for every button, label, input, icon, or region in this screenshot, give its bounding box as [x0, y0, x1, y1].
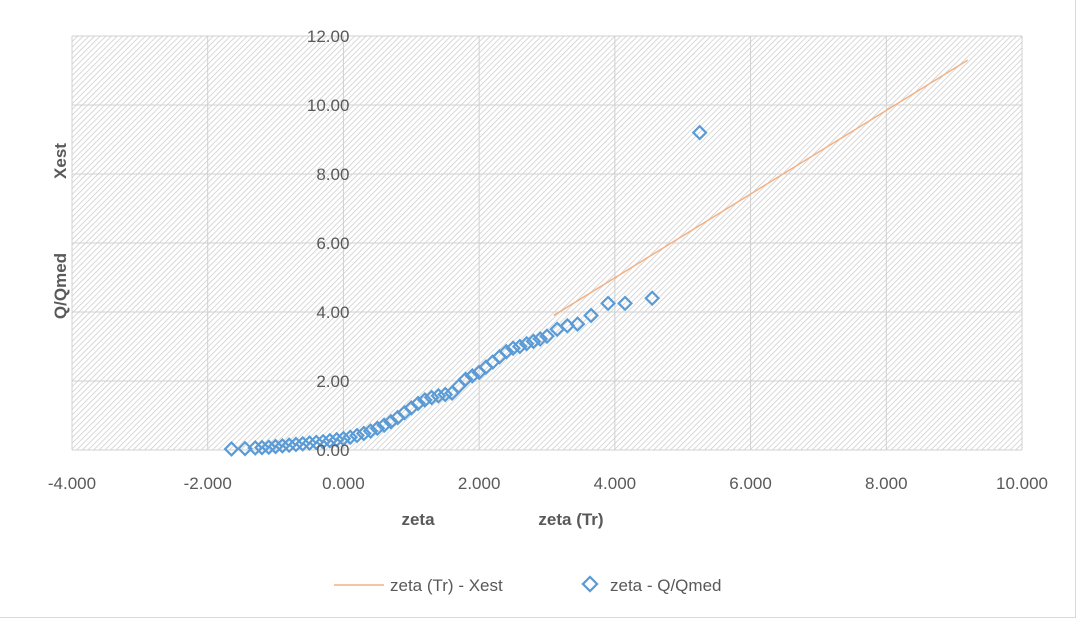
- y-axis-title-qqmed: Q/Qmed: [51, 253, 70, 319]
- x-tick-label: 6.000: [729, 474, 772, 493]
- y-tick-label: 10.00: [307, 96, 350, 115]
- data-point: [376, 417, 393, 434]
- x-tick-label: -2.000: [184, 474, 232, 493]
- data-point: [237, 440, 253, 457]
- x-tick-label: 10.000: [996, 474, 1048, 493]
- data-point: [511, 338, 528, 355]
- data-point: [498, 343, 515, 360]
- legend-label-qqmed: zeta - Q/Qmed: [610, 576, 721, 595]
- data-point: [525, 333, 542, 350]
- data-point: [410, 395, 426, 412]
- x-axis-title-zeta: zeta: [401, 510, 435, 529]
- data-point: [617, 295, 633, 312]
- data-point: [369, 420, 386, 437]
- data-point: [464, 367, 481, 384]
- data-point: [223, 441, 240, 457]
- x-tick-label: -4.000: [48, 474, 96, 493]
- data-point: [600, 295, 616, 312]
- gridlines: [71, 35, 1023, 451]
- y-tick-label: 12.00: [307, 27, 350, 46]
- y-axis-ticks: 0.00 2.00 4.00 6.00 8.00 10.00 12.00: [307, 27, 350, 460]
- data-point: [518, 335, 535, 352]
- data-point: [349, 427, 365, 444]
- data-point: [691, 124, 708, 141]
- trend-line-series: [553, 59, 969, 317]
- data-point: [539, 328, 555, 345]
- legend-label-xest: zeta (Tr) - Xest: [390, 576, 503, 595]
- x-tick-label: 2.000: [458, 474, 501, 493]
- x-axis-ticks: -4.000 -2.000 0.000 2.000 4.000 6.000 8.000 10.…: [48, 474, 1048, 493]
- y-tick-label: 4.00: [316, 303, 349, 322]
- trend-line: [553, 59, 969, 317]
- y-tick-label: 0.00: [316, 441, 349, 460]
- data-point: [362, 423, 379, 439]
- x-tick-label: 8.000: [865, 474, 908, 493]
- y-axis-title-xest: Xest: [51, 143, 70, 179]
- x-tick-label: 4.000: [594, 474, 637, 493]
- y-tick-label: 2.00: [316, 372, 349, 391]
- marker-series: [223, 124, 708, 457]
- x-axis-title-zeta-tr: zeta (Tr): [538, 510, 603, 529]
- legend-diamond-icon: [581, 575, 599, 593]
- data-point: [383, 413, 399, 430]
- data-point: [644, 290, 661, 307]
- data-point: [583, 307, 600, 324]
- data-point: [532, 330, 549, 347]
- x-tick-label: 0.000: [322, 474, 365, 493]
- y-tick-label: 8.00: [316, 165, 349, 184]
- data-point: [569, 316, 586, 332]
- data-point: [355, 425, 372, 442]
- data-point: [559, 317, 576, 334]
- y-tick-label: 6.00: [316, 234, 349, 253]
- data-point: [457, 371, 474, 388]
- data-point: [416, 392, 433, 408]
- legend: zeta (Tr) - Xest zeta - Q/Qmed: [334, 575, 721, 595]
